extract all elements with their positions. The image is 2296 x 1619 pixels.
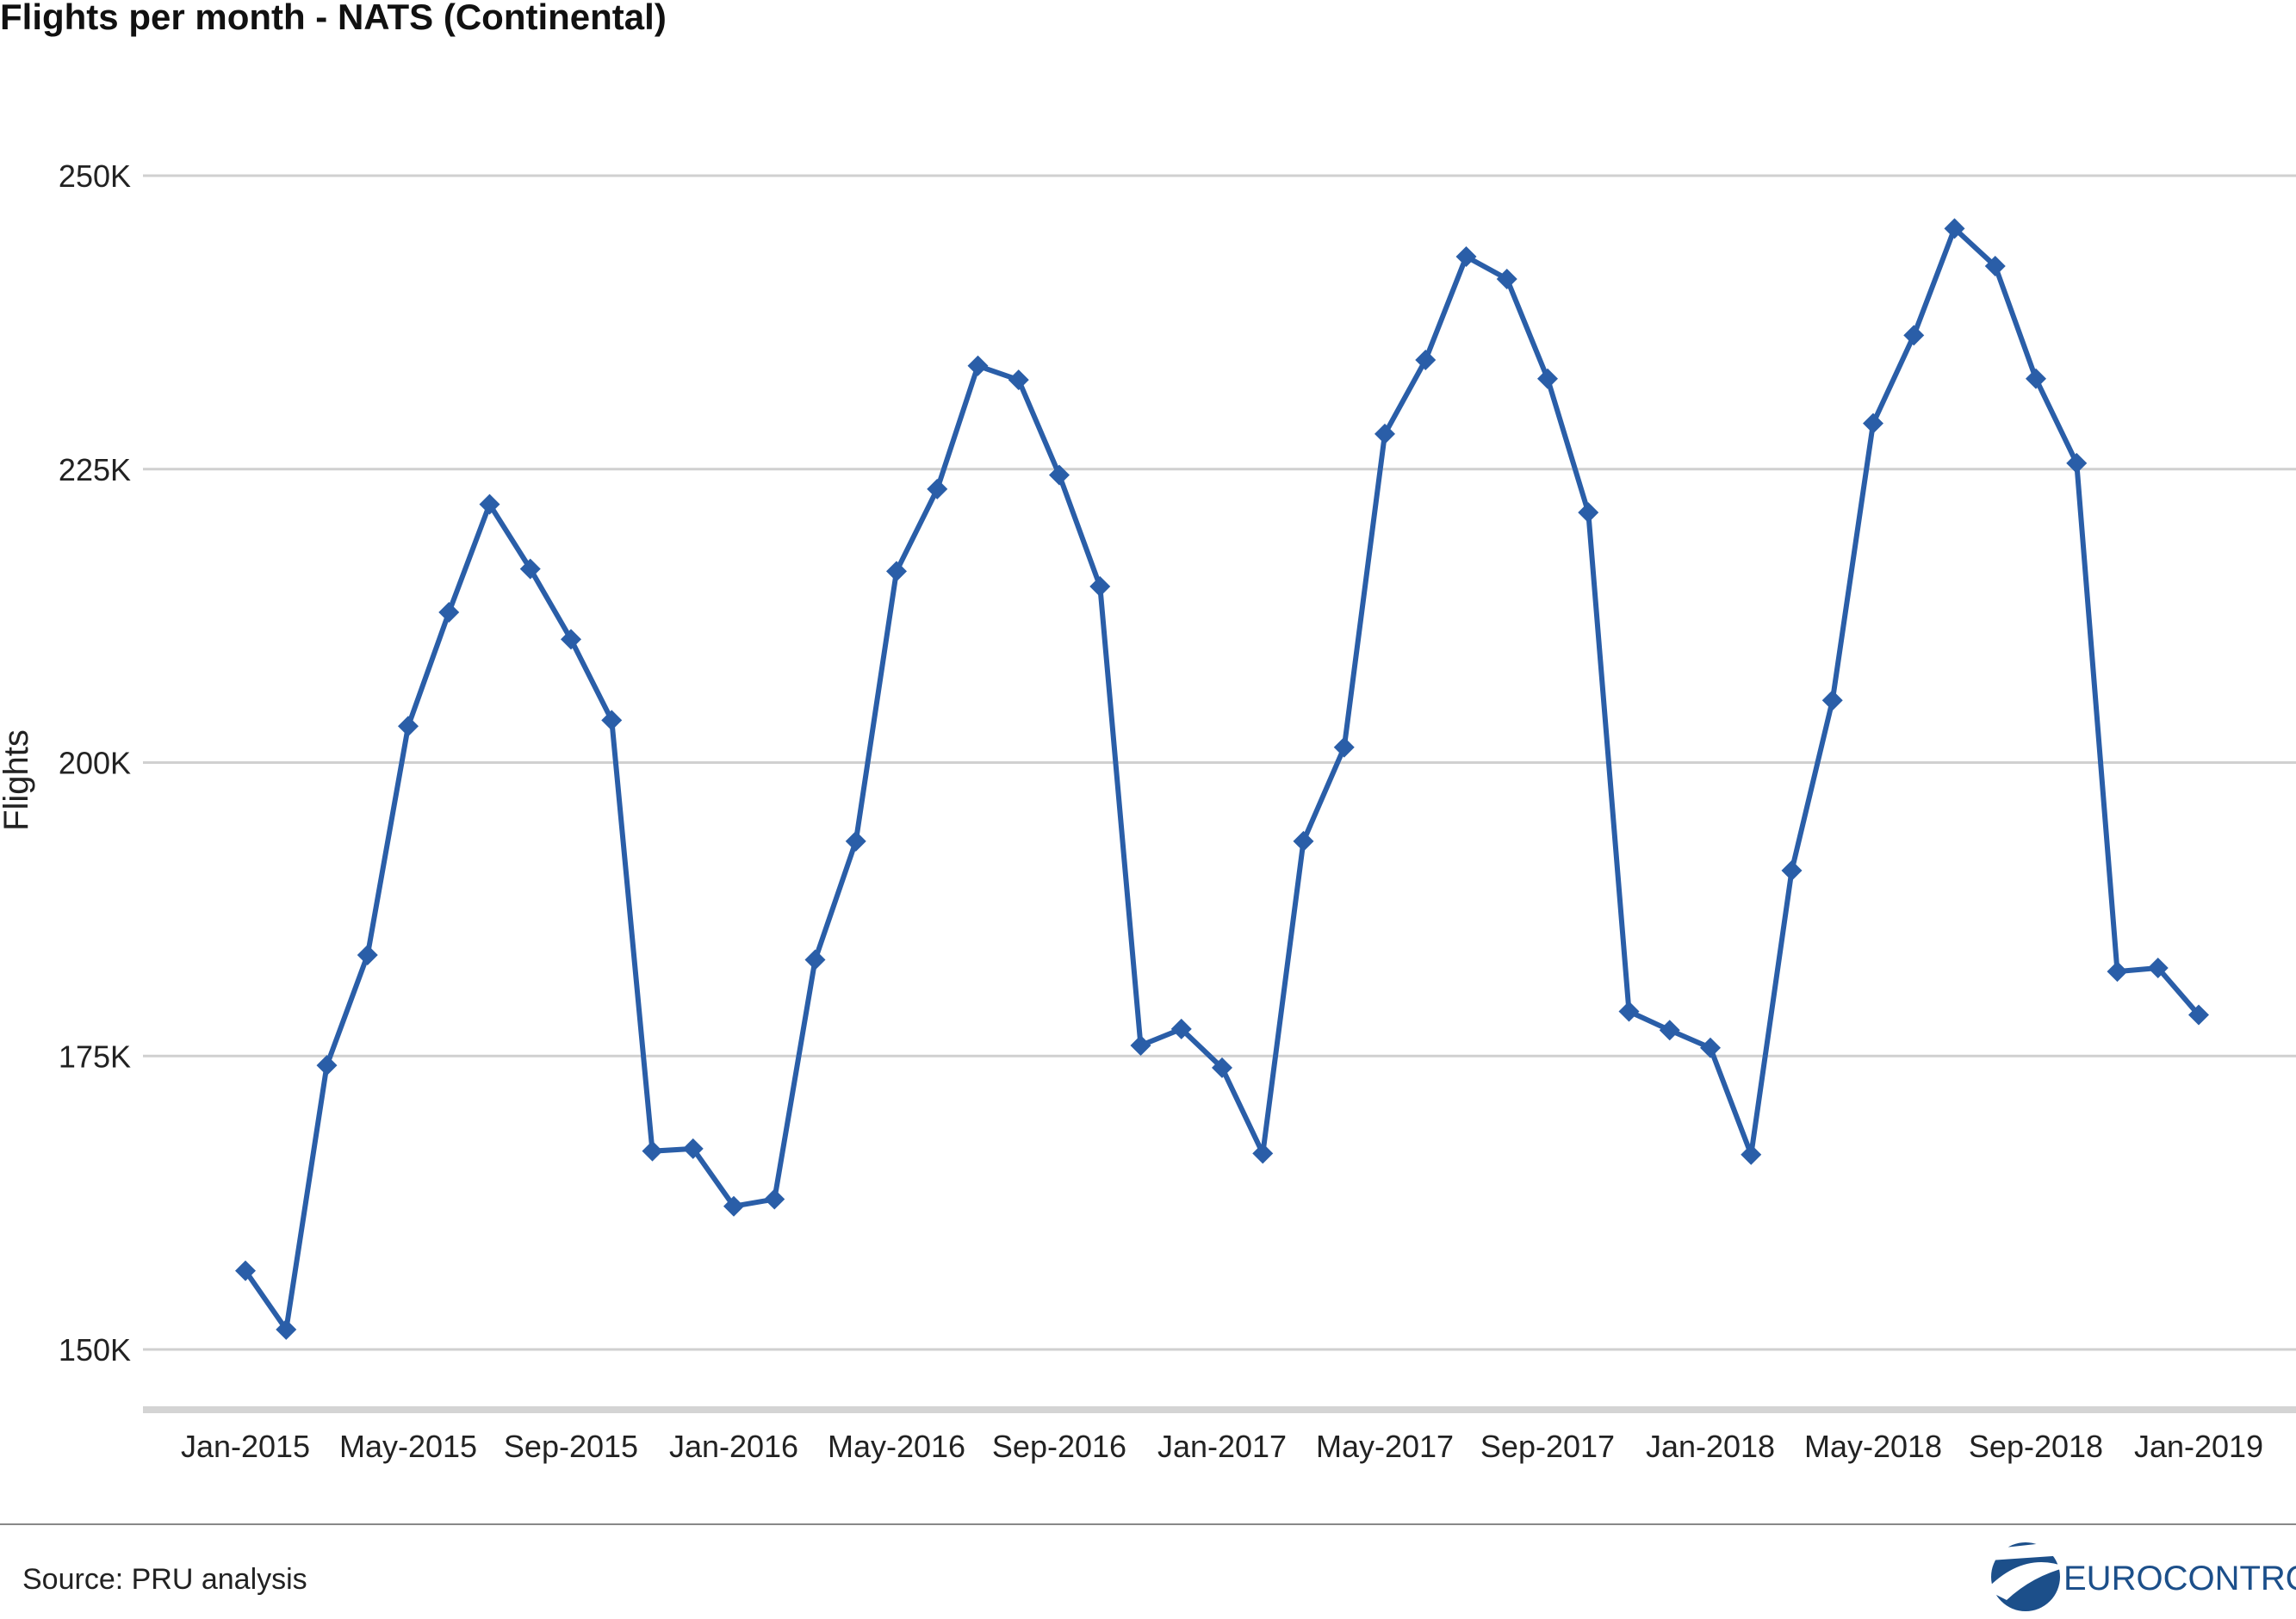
data-point-marker bbox=[1333, 736, 1355, 758]
data-point-marker bbox=[2107, 961, 2128, 983]
data-point-marker bbox=[1374, 423, 1395, 444]
series-flights bbox=[235, 218, 2209, 1340]
y-tick-label: 225K bbox=[59, 452, 131, 487]
data-point-marker bbox=[2066, 452, 2088, 474]
eurocontrol-emblem-icon bbox=[1981, 1540, 2076, 1611]
data-point-marker bbox=[886, 561, 907, 582]
data-point-marker bbox=[398, 716, 419, 737]
data-point-marker bbox=[764, 1188, 785, 1210]
data-point-marker bbox=[1293, 830, 1314, 852]
x-tick-label: May-2016 bbox=[828, 1429, 965, 1464]
data-point-marker bbox=[642, 1140, 663, 1162]
x-tick-label: Jan-2016 bbox=[669, 1429, 798, 1464]
data-point-marker bbox=[2188, 1004, 2209, 1026]
data-point-marker bbox=[1170, 1018, 1192, 1039]
y-tick-label: 200K bbox=[59, 746, 131, 781]
data-point-marker bbox=[682, 1138, 704, 1159]
data-point-marker bbox=[723, 1195, 744, 1217]
data-point-marker bbox=[1130, 1034, 1151, 1056]
data-point-marker bbox=[1700, 1037, 1721, 1058]
data-point-marker bbox=[479, 493, 500, 515]
data-point-marker bbox=[1537, 368, 1558, 389]
x-tick-label: May-2015 bbox=[339, 1429, 477, 1464]
data-point-marker bbox=[1049, 464, 1070, 486]
data-point-marker bbox=[1821, 690, 1843, 711]
source-label: Source: PRU analysis bbox=[22, 1563, 307, 1596]
data-point-marker bbox=[2026, 368, 2046, 389]
data-point-marker bbox=[1212, 1057, 1232, 1078]
y-tick-label: 150K bbox=[59, 1332, 131, 1368]
data-point-marker bbox=[235, 1260, 256, 1281]
data-point-marker bbox=[804, 949, 826, 971]
data-point-marker bbox=[1089, 576, 1111, 598]
data-point-marker bbox=[1984, 255, 2006, 276]
series-line bbox=[243, 226, 2201, 1332]
gridlines bbox=[143, 174, 2296, 1351]
data-point-marker bbox=[519, 558, 541, 580]
logo-wordmark: EUROCONTROL bbox=[2063, 1560, 2296, 1597]
data-point-marker bbox=[845, 830, 866, 852]
data-point-marker bbox=[1903, 325, 1925, 346]
x-tick-label: May-2017 bbox=[1316, 1429, 1454, 1464]
chart-title: Flights per month - NATS (Continental) bbox=[0, 0, 667, 37]
x-tick-label: Jan-2015 bbox=[181, 1429, 310, 1464]
x-tick-label: Sep-2018 bbox=[1969, 1429, 2103, 1464]
data-point-marker bbox=[1455, 246, 1477, 268]
x-axis-ticks: Jan-2015 May-2015 Sep-2015 Jan-2016 May-2016… bbox=[181, 1429, 2263, 1464]
data-point-marker bbox=[601, 710, 623, 731]
data-point-marker bbox=[276, 1318, 297, 1340]
data-point-marker bbox=[1252, 1143, 1274, 1164]
eurocontrol-logo: EUROCONTROL bbox=[1981, 1540, 2296, 1611]
data-point-marker bbox=[357, 945, 378, 966]
data-point-marker bbox=[561, 629, 581, 650]
data-point-marker bbox=[1008, 369, 1029, 391]
data-point-marker bbox=[1659, 1020, 1680, 1041]
data-point-marker bbox=[1781, 859, 1803, 881]
x-tick-label: Jan-2018 bbox=[1646, 1429, 1775, 1464]
data-point-marker bbox=[1618, 1001, 1640, 1022]
data-point-marker bbox=[927, 478, 948, 499]
x-tick-label: Sep-2017 bbox=[1480, 1429, 1615, 1464]
data-point-marker bbox=[1496, 268, 1517, 289]
data-point-marker bbox=[1944, 218, 1965, 239]
y-axis-label: Flights bbox=[0, 729, 35, 831]
data-point-marker bbox=[1415, 349, 1437, 370]
x-tick-label: Jan-2017 bbox=[1157, 1429, 1287, 1464]
y-tick-label: 175K bbox=[59, 1039, 131, 1074]
data-point-marker bbox=[2147, 958, 2169, 979]
data-point-marker bbox=[316, 1055, 338, 1076]
x-tick-label: May-2018 bbox=[1804, 1429, 1942, 1464]
data-point-marker bbox=[438, 602, 460, 623]
y-axis-ticks: 150K 175K 200K 225K 250K bbox=[59, 158, 131, 1368]
x-tick-label: Sep-2016 bbox=[992, 1429, 1126, 1464]
x-tick-label: Sep-2015 bbox=[504, 1429, 638, 1464]
y-tick-label: 250K bbox=[59, 158, 131, 194]
data-point-marker bbox=[1863, 413, 1883, 434]
data-point-marker bbox=[1578, 502, 1599, 524]
data-point-marker bbox=[1741, 1144, 1762, 1165]
x-tick-label: Jan-2019 bbox=[2134, 1429, 2263, 1464]
data-point-marker bbox=[967, 355, 989, 376]
